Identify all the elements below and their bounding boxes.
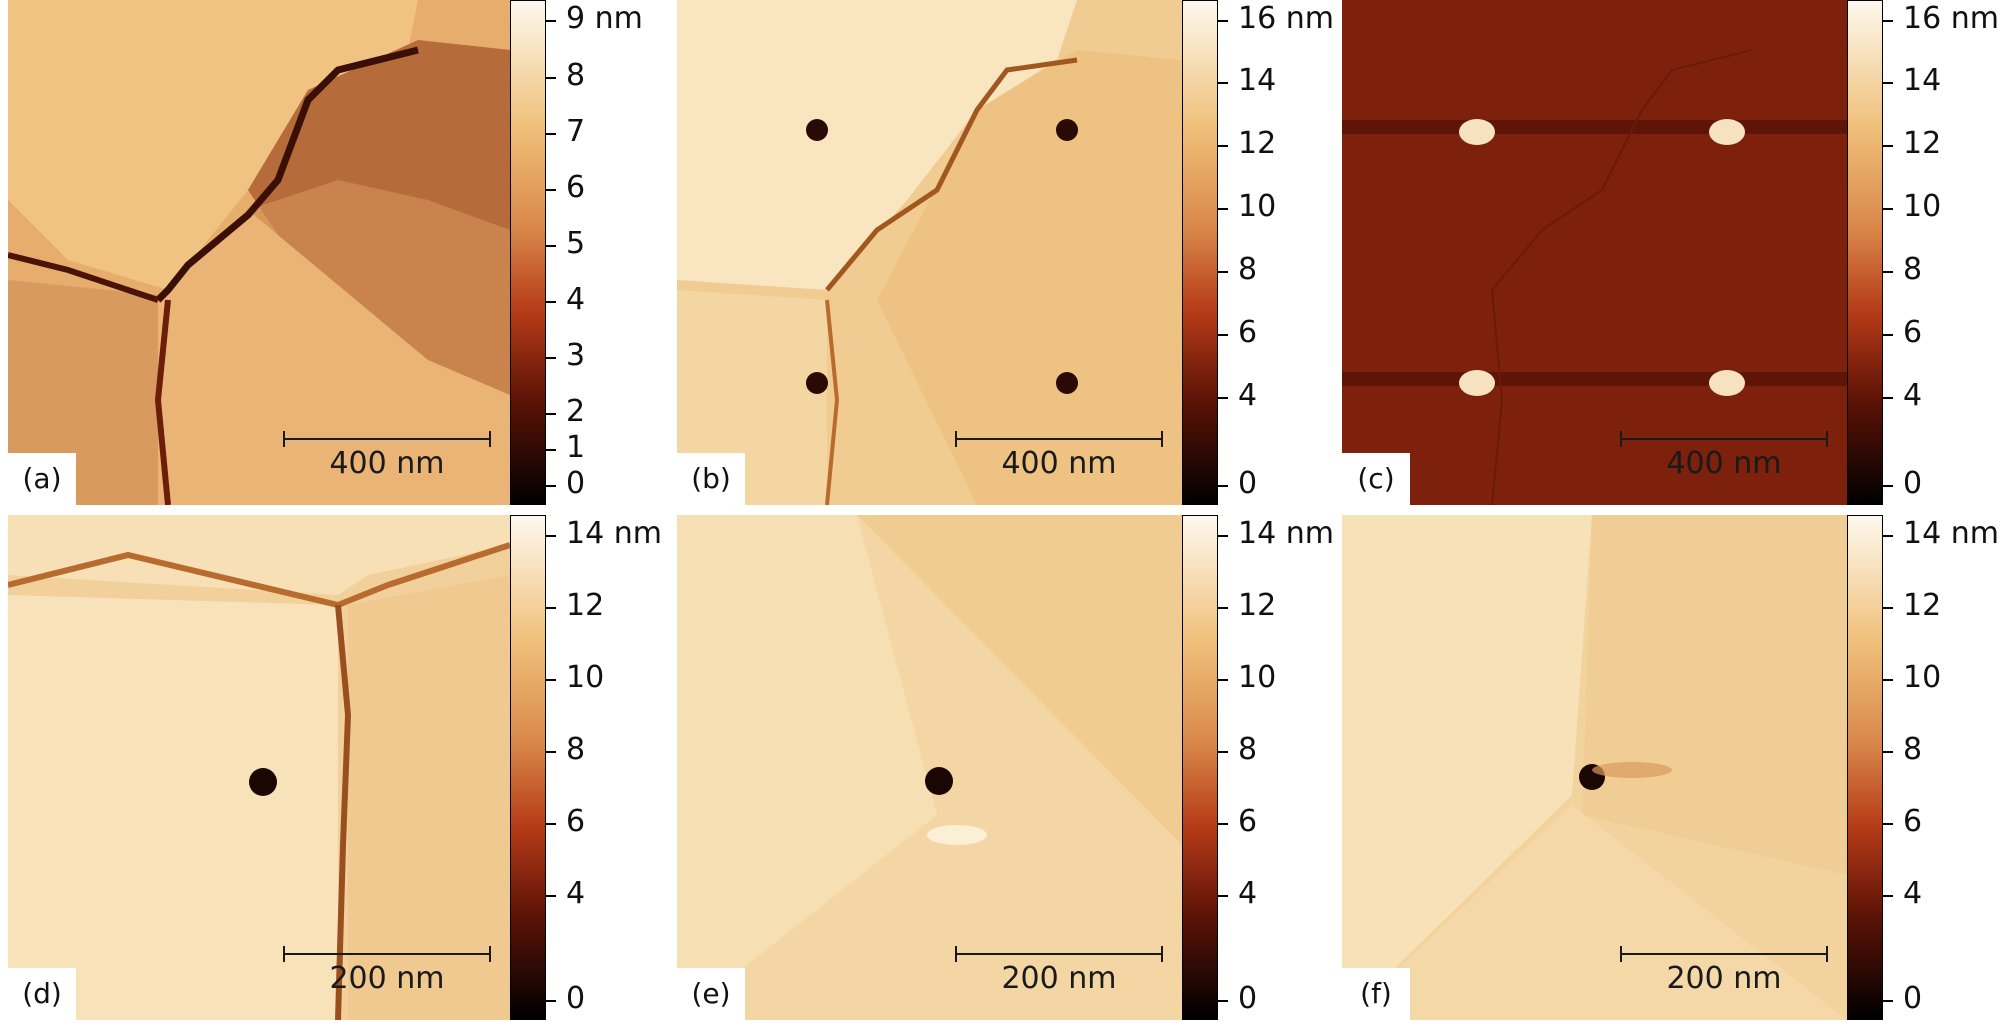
colorbar-c <box>1847 0 1883 505</box>
scale-bar-label: 200 nm <box>329 961 445 996</box>
colorbar-b <box>1182 0 1218 505</box>
panel-d: 200 nm (d) 14 nm 12 10 8 6 4 0 <box>0 515 670 1033</box>
colorbar-ticks-f: 14 nm 12 10 8 6 4 0 <box>1883 515 2000 1020</box>
panel-label-f: (f) <box>1342 968 1410 1020</box>
colorbar-ticks-b: 16 nm 14 12 10 8 6 4 0 <box>1218 0 1335 505</box>
colorbar-a <box>510 0 546 505</box>
afm-image-a: 400 nm (a) <box>8 0 510 505</box>
panel-e: 200 nm (e) 14 nm 12 10 8 6 4 0 <box>670 515 1335 1033</box>
colorbar-ticks-e: 14 nm 12 10 8 6 4 0 <box>1218 515 1335 1020</box>
colorbar-max-label: 14 nm <box>1238 516 1334 551</box>
colorbar-max-label: 14 nm <box>1903 516 1999 551</box>
panel-a: 400 nm (a) 9 nm 8 7 6 5 4 3 2 1 0 <box>0 0 670 510</box>
panel-b: 400 nm (b) 16 nm 14 12 10 8 6 4 0 <box>670 0 1335 510</box>
colorbar-ticks-c: 16 nm 14 12 10 8 6 4 0 <box>1883 0 2000 505</box>
scale-bar-label: 400 nm <box>1001 446 1117 481</box>
panel-label-b: (b) <box>677 453 745 505</box>
scale-bar-label: 400 nm <box>329 446 445 481</box>
scale-bar-label: 200 nm <box>1001 961 1117 996</box>
colorbar-ticks-a: 9 nm 8 7 6 5 4 3 2 1 0 <box>546 0 666 505</box>
afm-image-f: 200 nm (f) <box>1342 515 1847 1020</box>
colorbar-d <box>510 515 546 1020</box>
colorbar-ticks-d: 14 nm 12 10 8 6 4 0 <box>546 515 666 1020</box>
colorbar-max-label: 9 nm <box>566 1 643 36</box>
colorbar-e <box>1182 515 1218 1020</box>
panel-f: 200 nm (f) 14 nm 12 10 8 6 4 0 <box>1335 515 2000 1033</box>
panel-label-a: (a) <box>8 453 76 505</box>
panel-label-e: (e) <box>677 968 745 1020</box>
colorbar-max-label: 16 nm <box>1903 1 1999 36</box>
colorbar-max-label: 16 nm <box>1238 1 1334 36</box>
panel-c: 400 nm (c) 16 nm 14 12 10 8 6 4 0 <box>1335 0 2000 510</box>
panel-label-c: (c) <box>1342 453 1410 505</box>
colorbar-f <box>1847 515 1883 1020</box>
colorbar-max-label: 14 nm <box>566 516 662 551</box>
panel-label-d: (d) <box>8 968 76 1020</box>
scale-bar-label: 200 nm <box>1666 961 1782 996</box>
scale-bar-label: 400 nm <box>1666 446 1782 481</box>
afm-image-d: 200 nm (d) <box>8 515 510 1020</box>
afm-image-c: 400 nm (c) <box>1342 0 1847 505</box>
afm-image-b: 400 nm (b) <box>677 0 1182 505</box>
afm-image-e: 200 nm (e) <box>677 515 1182 1020</box>
